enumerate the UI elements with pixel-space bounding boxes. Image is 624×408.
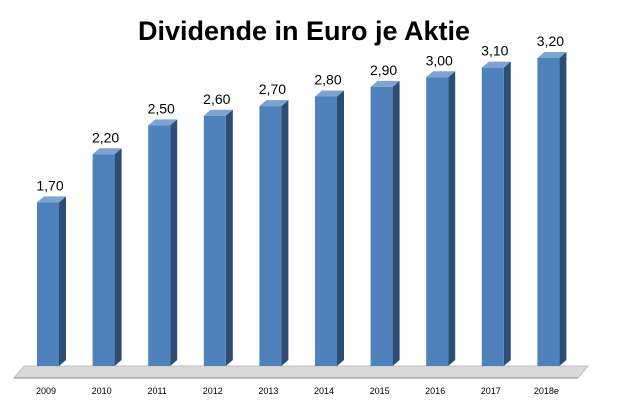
bar — [370, 86, 393, 366]
bar-top — [481, 61, 511, 68]
bar — [37, 202, 59, 366]
data-label: 3,00 — [426, 52, 453, 68]
x-tick-label: 2013 — [258, 386, 278, 396]
bar-side — [170, 119, 178, 366]
chart-title: Dividende in Euro je Aktie — [138, 16, 470, 46]
bar-top — [370, 80, 400, 87]
data-label: 2,50 — [148, 100, 175, 116]
data-label: 3,10 — [481, 43, 508, 59]
bar — [92, 154, 115, 366]
x-tick-label: 2012 — [203, 386, 223, 396]
x-tick-label: 2016 — [425, 386, 445, 396]
bar-side — [448, 71, 456, 366]
bar-side — [114, 148, 122, 366]
bar-top — [148, 119, 178, 126]
bar — [537, 58, 560, 366]
chart-floor — [12, 365, 590, 379]
x-tick-label: 2011 — [148, 386, 167, 396]
bar-top — [537, 52, 567, 58]
x-tick-label: 2015 — [370, 386, 390, 396]
data-label: 2,70 — [259, 81, 286, 97]
bar-top — [92, 148, 122, 155]
data-label: 2,90 — [370, 62, 397, 78]
x-tick-label: 2018e — [534, 386, 559, 396]
x-tick-label: 2014 — [314, 386, 334, 396]
bar — [481, 67, 504, 366]
x-tick-label: 2010 — [92, 386, 112, 396]
bar — [315, 96, 337, 366]
x-tick-label: 2017 — [481, 386, 501, 396]
bar-side — [59, 196, 66, 366]
bar-side — [559, 52, 567, 366]
bar-top — [203, 109, 233, 116]
data-label: 2,60 — [203, 91, 230, 107]
bar-top — [259, 100, 289, 107]
bar — [148, 125, 171, 366]
bar — [203, 115, 226, 366]
bar-top — [315, 90, 344, 97]
data-label: 3,20 — [537, 33, 564, 49]
bar — [426, 77, 449, 366]
bar-top — [37, 196, 66, 203]
bar-side — [392, 80, 400, 366]
data-label: 2,20 — [92, 129, 119, 145]
bar-side — [281, 100, 289, 366]
bar-side — [337, 90, 344, 366]
x-tick-label: 2009 — [36, 386, 56, 396]
data-label: 1,70 — [36, 177, 63, 193]
bar-side — [225, 109, 233, 366]
bar-side — [503, 61, 511, 366]
bar-top — [426, 71, 456, 78]
bar — [259, 106, 282, 366]
data-label: 2,80 — [314, 72, 341, 88]
